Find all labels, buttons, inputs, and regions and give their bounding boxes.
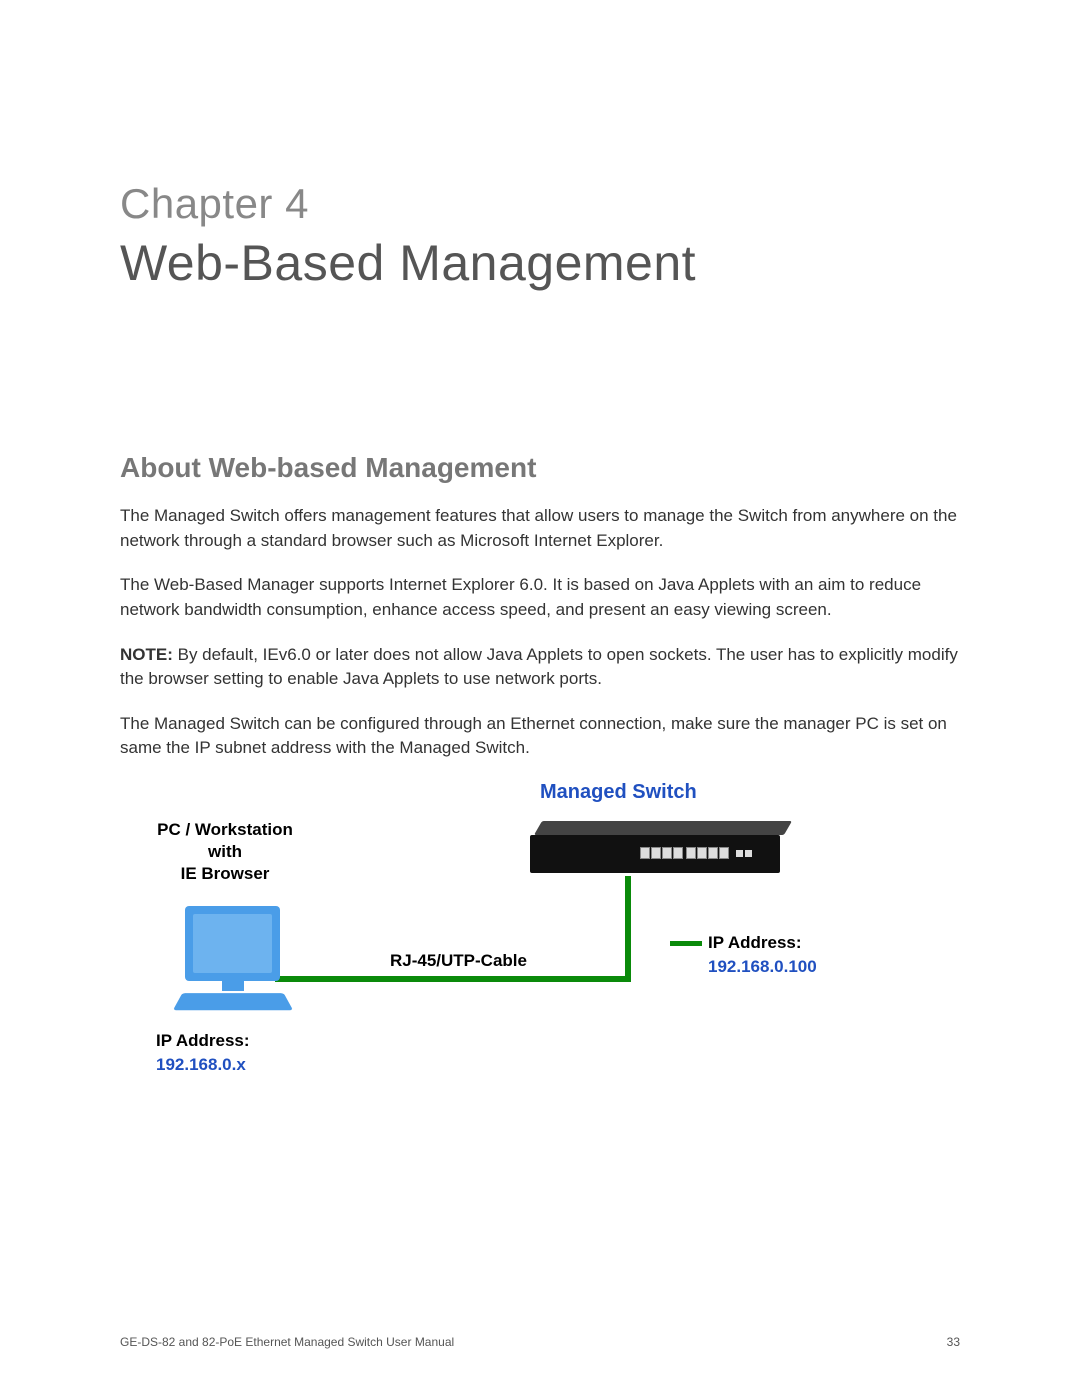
cable-label: RJ-45/UTP-Cable: [390, 951, 527, 971]
network-diagram: Managed Switch PC / Workstation with IE …: [120, 781, 880, 1111]
note-body: By default, IEv6.0 or later does not all…: [120, 645, 958, 689]
cable-dash-icon: [670, 941, 702, 946]
paragraph-4: The Managed Switch can be configured thr…: [120, 712, 960, 761]
page-footer: GE-DS-82 and 82-PoE Ethernet Managed Swi…: [120, 1335, 960, 1349]
note-paragraph: NOTE: By default, IEv6.0 or later does n…: [120, 643, 960, 692]
chapter-label: Chapter 4: [120, 180, 960, 228]
switch-ip-block: IP Address: 192.168.0.100: [670, 931, 817, 979]
pc-label-line2: with: [208, 842, 242, 861]
switch-ip-value: 192.168.0.100: [708, 955, 817, 979]
pc-ip-block: IP Address: 192.168.0.x: [156, 1029, 250, 1077]
switch-label: Managed Switch: [540, 781, 697, 804]
pc-label: PC / Workstation with IE Browser: [130, 819, 320, 885]
note-label: NOTE:: [120, 645, 173, 664]
switch-device-icon: [530, 821, 790, 876]
ip-heading-pc: IP Address:: [156, 1029, 250, 1053]
pc-label-line1: PC / Workstation: [157, 820, 293, 839]
pc-icon: [170, 906, 290, 1021]
section-title: About Web-based Management: [120, 452, 960, 484]
paragraph-1: The Managed Switch offers management fea…: [120, 504, 960, 553]
chapter-title: Web-Based Management: [120, 234, 960, 292]
footer-manual-title: GE-DS-82 and 82-PoE Ethernet Managed Swi…: [120, 1335, 454, 1349]
footer-page-number: 33: [947, 1335, 960, 1349]
paragraph-2: The Web-Based Manager supports Internet …: [120, 573, 960, 622]
ip-heading-switch: IP Address:: [708, 933, 802, 952]
pc-ip-value: 192.168.0.x: [156, 1053, 250, 1077]
pc-label-line3: IE Browser: [181, 864, 270, 883]
